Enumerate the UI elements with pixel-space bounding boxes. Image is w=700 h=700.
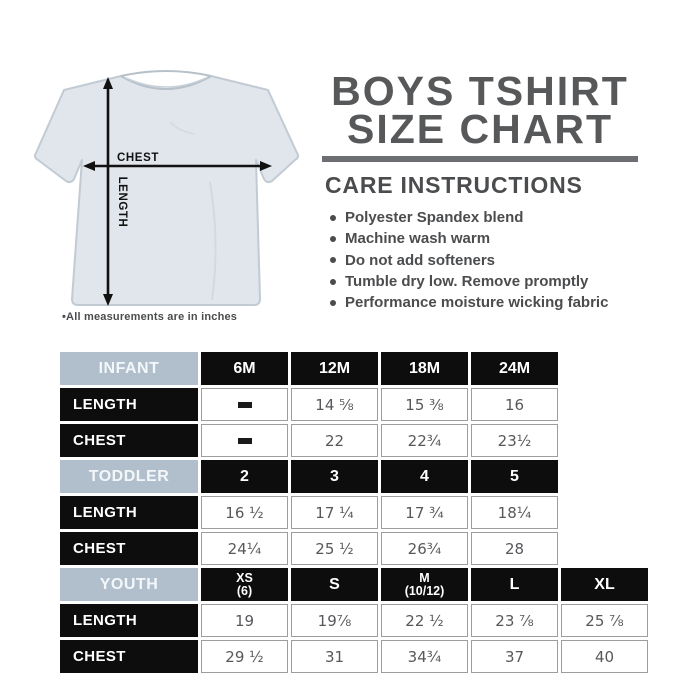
empty-cell: [561, 388, 648, 421]
page-title-line1: BOYS TSHIRT: [331, 68, 629, 114]
group-header-infant: INFANT: [60, 352, 198, 385]
measurement-cell: 25 ½: [291, 532, 378, 565]
measurement-cell: 15 ⅜: [381, 388, 468, 421]
empty-cell: [561, 532, 648, 565]
tshirt-body: [33, 75, 300, 306]
measurement-cell: 18¼: [471, 496, 558, 529]
measurement-cell: 19⅞: [291, 604, 378, 637]
measurement-cell: 23 ⅞: [471, 604, 558, 637]
size-header: 18M: [381, 352, 468, 385]
size-header: 24M: [471, 352, 558, 385]
measurement-cell: 22: [291, 424, 378, 457]
empty-cell: [561, 352, 648, 385]
row-label-length: LENGTH: [60, 604, 198, 637]
size-header: 2: [201, 460, 288, 493]
measurements-note: •All measurements are in inches: [62, 311, 238, 323]
size-header: XS (6): [201, 568, 288, 601]
measurement-cell: 17 ¼: [291, 496, 378, 529]
row-label-chest: CHEST: [60, 532, 198, 565]
size-header: 3: [291, 460, 378, 493]
care-bullet-item: Performance moisture wicking fabric: [325, 292, 655, 313]
size-header: L: [471, 568, 558, 601]
divider-bar: [322, 156, 638, 162]
care-bullet-text: Polyester Spandex blend: [345, 209, 524, 227]
bullet-dot-icon: [330, 299, 336, 306]
collar-ribbing: [123, 76, 209, 88]
fold-line: [209, 181, 217, 301]
measurement-cell: 26¾: [381, 532, 468, 565]
care-bullet-item: Polyester Spandex blend: [325, 207, 655, 228]
page-title-line2: SIZE CHART: [347, 106, 613, 152]
chest-label: CHEST: [117, 152, 159, 164]
measurement-cell: 23½: [471, 424, 558, 457]
care-bullet-item: Machine wash warm: [325, 228, 655, 249]
size-header: XL: [561, 568, 648, 601]
size-table: INFANT 6M 12M 18M 24M LENGTH 14 ⅝ 15 ⅜ 16 CHEST 22…: [60, 352, 648, 673]
row-label-length: LENGTH: [60, 496, 198, 529]
size-header: S: [291, 568, 378, 601]
size-header: 4: [381, 460, 468, 493]
care-instructions-heading: CARE INSTRUCTIONS: [325, 172, 583, 198]
empty-cell: [561, 424, 648, 457]
size-header: 5: [471, 460, 558, 493]
bullet-dot-icon: [330, 257, 336, 264]
care-instructions-section: CARE INSTRUCTIONS Polyester Spandex blen…: [325, 172, 655, 313]
measurement-cell: 37: [471, 640, 558, 673]
empty-cell: [561, 460, 648, 493]
size-header: 12M: [291, 352, 378, 385]
care-bullet-item: Do not add softeners: [325, 250, 655, 271]
measurement-cell: 16: [471, 388, 558, 421]
measurement-cell: 16 ½: [201, 496, 288, 529]
row-label-chest: CHEST: [60, 640, 198, 673]
group-header-youth: YOUTH: [60, 568, 198, 601]
measurement-cell: 22 ½: [381, 604, 468, 637]
collar-back: [120, 70, 212, 77]
length-arrow: [103, 77, 113, 306]
row-label-chest: CHEST: [60, 424, 198, 457]
measurement-cell: 25 ⅞: [561, 604, 648, 637]
bullet-dot-icon: [330, 278, 336, 285]
collar-seam: [120, 75, 212, 90]
care-instructions-list: Polyester Spandex blend Machine wash warm…: [325, 207, 655, 313]
measurement-cell: 19: [201, 604, 288, 637]
fold-line: [169, 121, 196, 135]
chest-arrow: [83, 161, 272, 171]
measurement-cell: [201, 388, 288, 421]
care-bullet-text: Machine wash warm: [345, 230, 491, 248]
measurement-cell: 31: [291, 640, 378, 673]
size-header: 6M: [201, 352, 288, 385]
length-label: LENGTH: [116, 177, 128, 228]
measurement-cell: 28: [471, 532, 558, 565]
care-bullet-text: Tumble dry low. Remove promptly: [345, 273, 589, 291]
measurement-cell: 14 ⅝: [291, 388, 378, 421]
tshirt-graphic: CHEST LENGTH: [33, 70, 300, 306]
group-header-toddler: TODDLER: [60, 460, 198, 493]
care-bullet-item: Tumble dry low. Remove promptly: [325, 271, 655, 292]
measurement-cell: 17 ¾: [381, 496, 468, 529]
empty-cell: [561, 496, 648, 529]
row-label-length: LENGTH: [60, 388, 198, 421]
measurement-cell: 29 ½: [201, 640, 288, 673]
title-block: BOYS TSHIRT SIZE CHART: [322, 68, 638, 162]
bullet-dot-icon: [330, 214, 336, 221]
measurement-cell: 22¾: [381, 424, 468, 457]
no-value-dash: [237, 437, 252, 444]
care-bullet-text: Do not add softeners: [345, 251, 496, 269]
measurement-cell: 34¾: [381, 640, 468, 673]
bullet-dot-icon: [330, 235, 336, 242]
measurement-cell: [201, 424, 288, 457]
tshirt-illustration: CHEST LENGTH: [20, 62, 300, 314]
measurement-cell: 24¼: [201, 532, 288, 565]
care-bullet-text: Performance moisture wicking fabric: [345, 294, 609, 312]
measurement-cell: 40: [561, 640, 648, 673]
size-header: M (10/12): [381, 568, 468, 601]
no-value-dash: [237, 401, 252, 408]
